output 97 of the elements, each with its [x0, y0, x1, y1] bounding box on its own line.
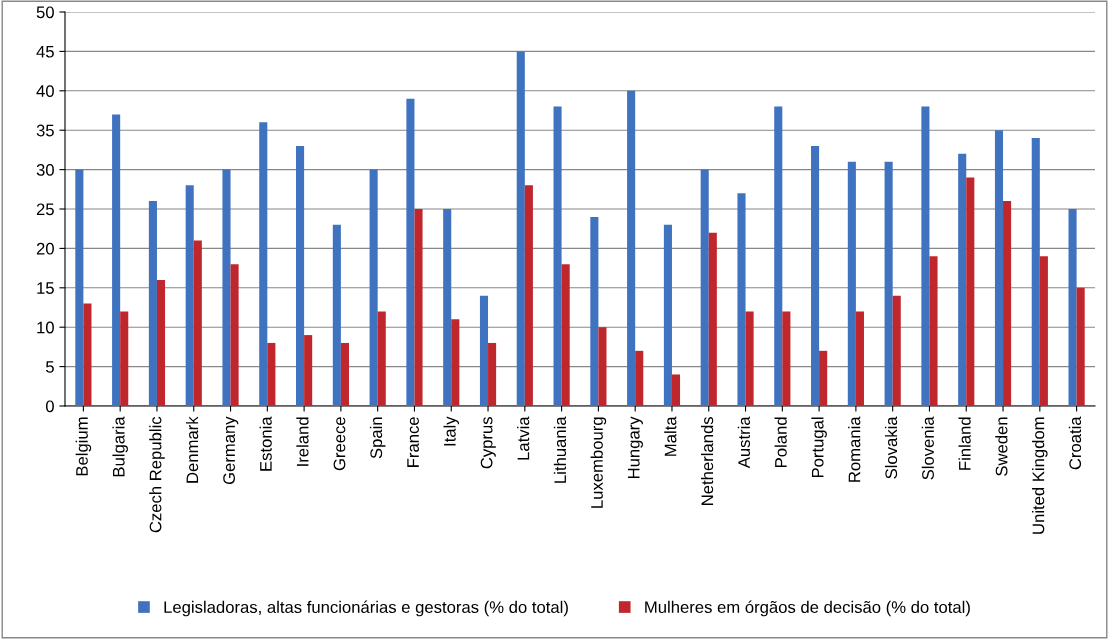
bar	[156, 279, 166, 406]
y-tick-label: 30	[36, 164, 54, 176]
x-tick-label: Lithuania	[553, 416, 567, 483]
bar	[369, 169, 378, 406]
bar	[921, 106, 930, 406]
y-tick-label: 25	[36, 203, 54, 216]
bar	[479, 295, 489, 406]
y-tick-label: 45	[36, 45, 54, 58]
bar	[635, 350, 644, 406]
bar	[516, 51, 525, 406]
bar	[406, 98, 415, 406]
bar	[1076, 287, 1085, 406]
y-tick-label: 20	[36, 242, 54, 255]
y-tick-label: 15	[37, 282, 54, 294]
x-tick-label: Bulgaria	[112, 416, 128, 477]
bar	[847, 161, 856, 406]
bar	[561, 264, 570, 406]
bar	[193, 240, 202, 406]
bar	[553, 106, 562, 406]
x-tick-label: Poland	[774, 417, 787, 467]
x-tick-label: United Kingdom	[1032, 417, 1048, 534]
bar	[811, 145, 820, 406]
x-tick-label: Greece	[333, 417, 346, 471]
bar	[819, 350, 828, 406]
x-tick-label: Estonia	[259, 416, 272, 471]
x-tick-label: Germany	[223, 416, 239, 485]
bar	[774, 106, 783, 406]
x-tick-label: Romania	[848, 416, 861, 482]
bar	[627, 90, 636, 406]
bar	[340, 342, 349, 406]
bar	[443, 209, 452, 406]
bar	[737, 193, 746, 406]
bar	[884, 161, 893, 406]
x-tick-label: Portugal	[811, 417, 827, 478]
bar	[745, 311, 754, 406]
bar	[377, 311, 386, 406]
x-tick-label: Slovakia	[884, 416, 898, 479]
bar	[414, 209, 423, 406]
bar	[892, 295, 901, 406]
x-tick-label: Netherlands	[700, 417, 714, 505]
bar	[1068, 209, 1077, 406]
x-tick-label: Finland	[958, 417, 971, 470]
x-tick-label: Italy	[443, 416, 460, 446]
x-tick-label: Austria	[737, 416, 751, 469]
bar	[332, 224, 341, 406]
bar	[304, 335, 313, 406]
bar	[1031, 138, 1040, 406]
bar	[590, 216, 599, 406]
bar	[966, 177, 975, 406]
x-tick-label: Denmark	[185, 416, 199, 483]
x-tick-label: Ireland	[296, 417, 309, 466]
x-tick-label: Hungary	[628, 416, 643, 479]
bar	[1039, 256, 1048, 406]
x-tick-label: Malta	[664, 416, 677, 456]
bar	[451, 319, 460, 406]
x-tick-label: France	[407, 417, 419, 467]
bar	[267, 342, 276, 406]
x-tick-label: Cyprus	[480, 417, 496, 469]
bar	[112, 114, 121, 406]
y-tick-label: 40	[36, 85, 54, 97]
y-tick-label: 50	[36, 6, 54, 19]
bar	[222, 169, 231, 406]
x-tick-label: Czech Republic	[149, 416, 165, 533]
legend-label: Mulheres em órgãos de decisão (% do total)	[645, 600, 970, 617]
bar	[296, 145, 305, 406]
bar	[83, 303, 92, 406]
legend-label: Legisladoras, altas funcionárias e gestoras (% do total)	[164, 600, 568, 617]
x-tick-label: Spain	[369, 417, 386, 459]
x-tick-label: Slovenia	[921, 416, 934, 480]
x-tick-label: Croatia	[1068, 416, 1082, 470]
bar	[230, 264, 239, 406]
bar	[524, 185, 533, 406]
bar	[782, 311, 791, 406]
x-tick-label: Luxembourg	[590, 417, 607, 508]
bar	[185, 185, 194, 406]
bar	[663, 224, 672, 406]
x-tick-label: Latvia	[517, 416, 530, 460]
bar	[148, 201, 157, 406]
bar	[929, 256, 938, 406]
bar	[671, 374, 681, 406]
x-tick-label: Belgium	[75, 417, 92, 476]
y-tick-label: 10	[37, 321, 54, 334]
bar	[75, 169, 84, 406]
bar	[488, 342, 497, 406]
bar	[994, 130, 1004, 406]
bar	[598, 327, 607, 406]
bar	[700, 169, 709, 406]
y-tick-label: 0	[45, 400, 54, 413]
bar	[708, 232, 717, 406]
bar	[855, 311, 864, 406]
bar	[958, 153, 967, 406]
y-tick-label: 5	[45, 361, 54, 373]
bar	[259, 122, 268, 406]
bar	[1003, 201, 1012, 406]
y-tick-label: 35	[36, 124, 54, 137]
bar	[120, 311, 129, 406]
x-tick-label: Sweden	[995, 417, 1008, 476]
